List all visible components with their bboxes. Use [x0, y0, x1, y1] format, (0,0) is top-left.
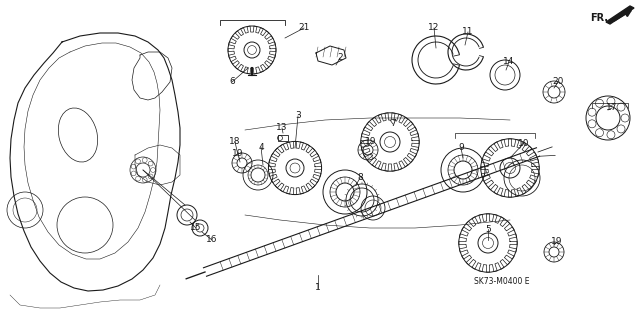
Text: 2: 2 [337, 54, 343, 63]
Text: 12: 12 [428, 24, 440, 33]
Text: 19: 19 [232, 149, 244, 158]
Text: 16: 16 [206, 235, 218, 244]
Text: 8: 8 [357, 174, 363, 182]
Text: 17: 17 [606, 103, 618, 113]
Text: 11: 11 [462, 27, 474, 36]
Text: 20: 20 [552, 78, 564, 86]
Text: 19: 19 [365, 137, 377, 146]
Text: 13: 13 [276, 123, 288, 132]
Text: 19: 19 [551, 238, 563, 247]
Text: SK73-M0400 E: SK73-M0400 E [474, 278, 530, 286]
Text: 15: 15 [190, 224, 202, 233]
Bar [278, 135, 288, 141]
Polygon shape [606, 6, 634, 24]
Text: 5: 5 [485, 225, 491, 234]
Text: 18: 18 [229, 137, 241, 146]
Text: 4: 4 [258, 143, 264, 152]
Text: 6: 6 [229, 78, 235, 86]
Text: 21: 21 [298, 24, 310, 33]
Text: 7: 7 [390, 120, 396, 129]
Text: 3: 3 [295, 112, 301, 121]
Text: 1: 1 [315, 284, 321, 293]
Text: FR.: FR. [590, 13, 608, 23]
Text: 10: 10 [518, 138, 530, 147]
Text: 14: 14 [503, 57, 515, 66]
Text: 9: 9 [458, 144, 464, 152]
